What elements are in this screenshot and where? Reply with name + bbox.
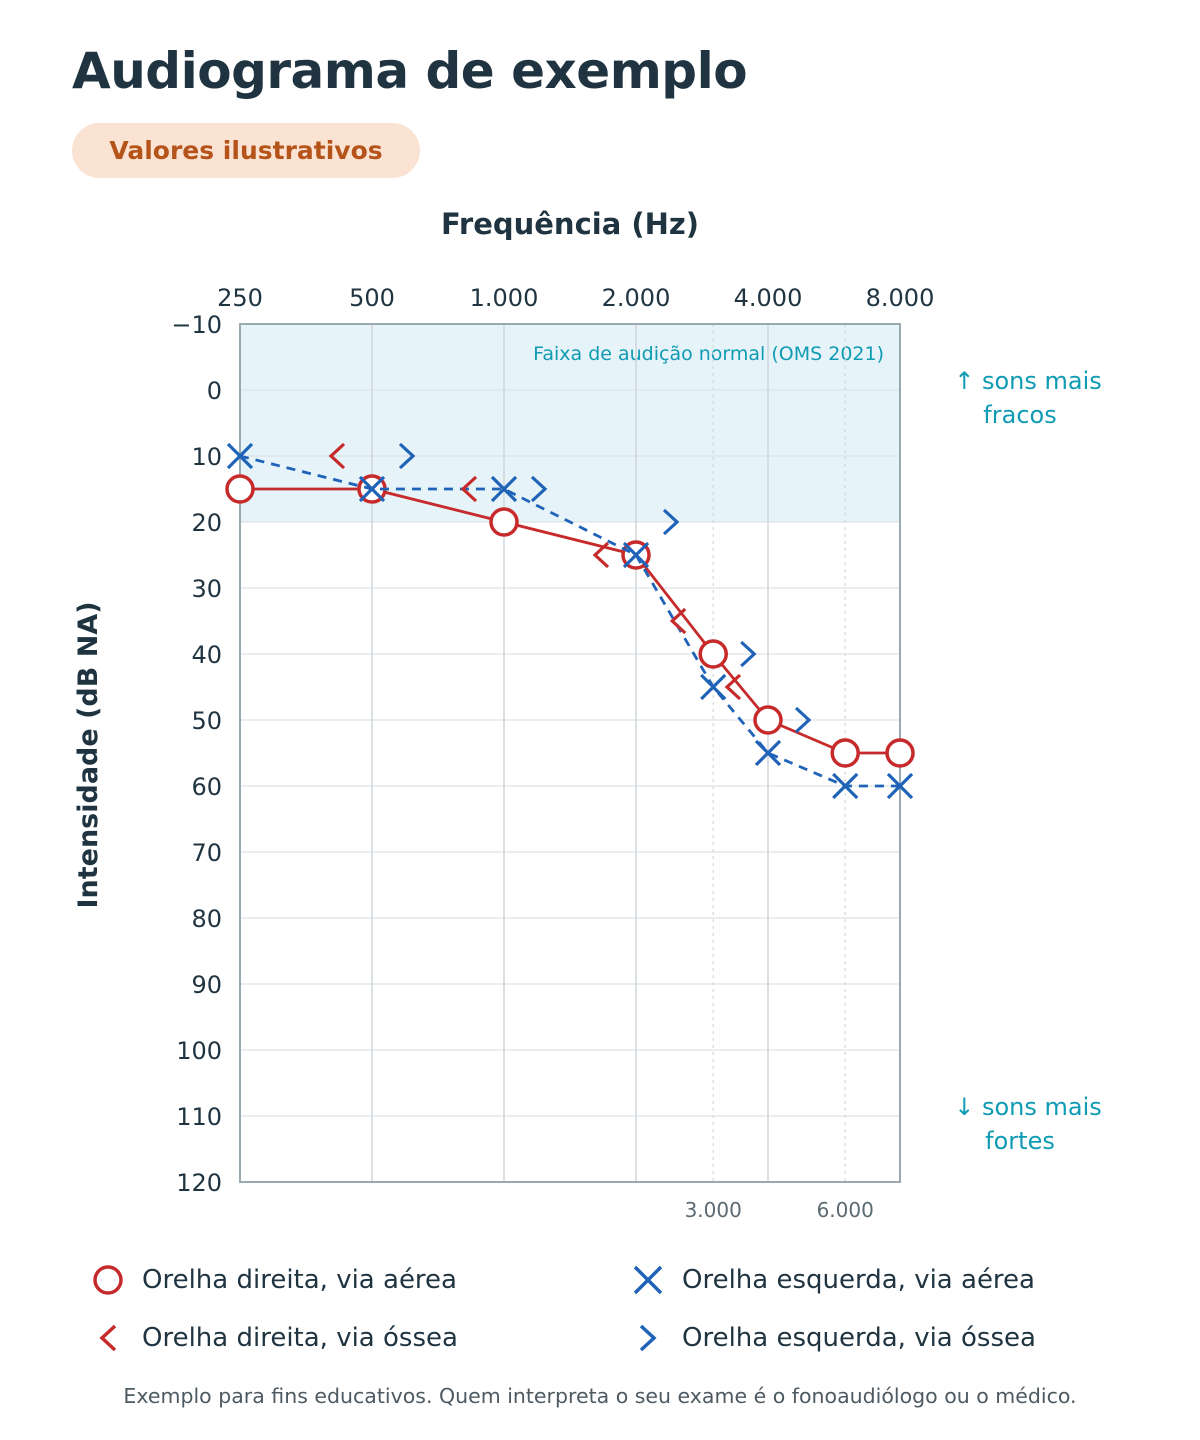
legend-label: Orelha direita, via óssea [142, 1323, 458, 1353]
data-point-chevron-left [669, 607, 687, 635]
circle-marker-icon [93, 1265, 123, 1295]
x-tick-label-top: 1.000 [470, 284, 539, 312]
y-tick-label: 10 [191, 443, 222, 471]
data-point-x [358, 475, 386, 503]
page-title: Audiograma de exemplo [72, 42, 748, 100]
x-axis-label: Frequência (Hz) [441, 207, 699, 241]
x-tick-label-top: 500 [349, 284, 395, 312]
illustrative-values-badge: Valores ilustrativos [72, 123, 420, 178]
y-tick-label: 80 [191, 905, 222, 933]
data-point-circle [698, 639, 728, 669]
data-point-chevron-left [460, 475, 478, 503]
x-marker-icon [633, 1265, 663, 1295]
y-tick-label: 50 [191, 707, 222, 735]
data-point-x [226, 442, 254, 470]
legend-label: Orelha esquerda, via aérea [682, 1265, 1035, 1295]
y-tick-label: 100 [176, 1037, 222, 1065]
y-tick-label: 60 [191, 773, 222, 801]
x-tick-label-top: 8.000 [866, 284, 935, 312]
y-tick-label: 70 [191, 839, 222, 867]
x-tick-label-top: 250 [217, 284, 263, 312]
data-point-circle [225, 474, 255, 504]
y-tick-label: 0 [207, 377, 222, 405]
data-point-chevron-right [794, 706, 812, 734]
chevron-right-marker-icon [639, 1324, 657, 1352]
annotation-louder-sounds: ↓ sons mais fortes [954, 1093, 1102, 1155]
data-point-circle [489, 507, 519, 537]
data-point-chevron-right [398, 442, 416, 470]
series-line [239, 454, 900, 788]
data-point-chevron-left [724, 673, 742, 701]
legend-item-right-air: Orelha direita, via aérea [90, 1260, 457, 1300]
data-point-circle [753, 705, 783, 735]
x-tick-label-top: 2.000 [602, 284, 671, 312]
data-point-x [490, 475, 518, 503]
legend-item-left-bone: Orelha esquerda, via óssea [630, 1318, 1036, 1358]
data-point-chevron-right [530, 475, 548, 503]
data-point-x [622, 541, 650, 569]
legend-item-right-bone: Orelha direita, via óssea [90, 1318, 458, 1358]
data-point-circle [830, 738, 860, 768]
y-tick-label: 40 [191, 641, 222, 669]
data-point-chevron-right [662, 508, 680, 536]
annotation-softer-sounds: ↑ sons mais fracos [954, 367, 1102, 429]
y-tick-label: −10 [171, 311, 222, 339]
data-point-x [832, 772, 859, 800]
y-tick-label: 110 [176, 1103, 222, 1131]
data-point-x [754, 739, 782, 767]
data-point-x [886, 772, 914, 800]
y-tick-label: 30 [191, 575, 222, 603]
data-point-chevron-right [740, 640, 757, 668]
legend-label: Orelha direita, via aérea [142, 1265, 457, 1295]
x-tick-label-bottom: 6.000 [817, 1198, 874, 1222]
data-point-circle [885, 738, 915, 768]
audiogram-chart: Frequência (Hz) Intensidade (dB NA) Faix… [73, 207, 1102, 1222]
x-tick-label-bottom: 3.000 [685, 1198, 742, 1222]
y-tick-label: 120 [176, 1169, 222, 1197]
y-tick-label: 90 [191, 971, 222, 999]
data-point-chevron-left [592, 541, 610, 569]
footnote: Exemplo para fins educativos. Quem inter… [123, 1384, 1077, 1408]
y-axis-label: Intensidade (dB NA) [73, 601, 104, 908]
legend-item-left-air: Orelha esquerda, via aérea [630, 1260, 1035, 1300]
legend-label: Orelha esquerda, via óssea [682, 1323, 1036, 1353]
chevron-left-marker-icon [99, 1324, 117, 1352]
x-tick-label-top: 4.000 [734, 284, 803, 312]
normal-band-label: Faixa de audição normal (OMS 2021) [533, 343, 884, 365]
data-point-chevron-left [328, 442, 346, 470]
data-point-x [700, 673, 727, 701]
y-tick-label: 20 [191, 509, 222, 537]
